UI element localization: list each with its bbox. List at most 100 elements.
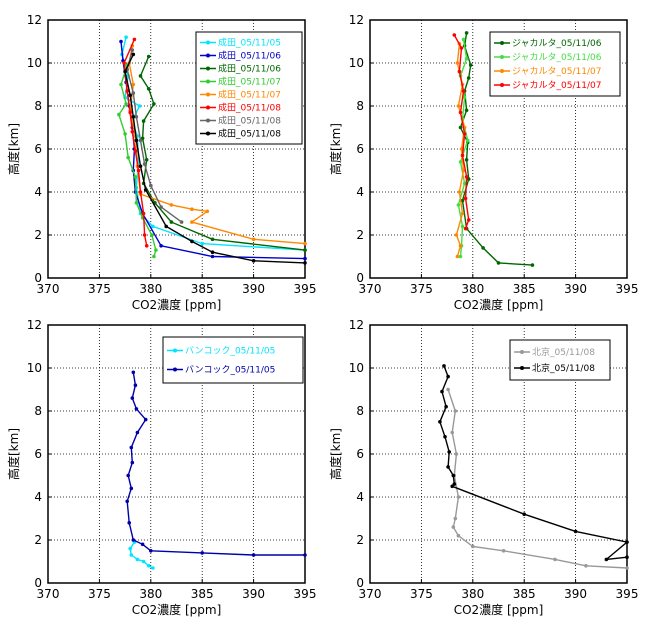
data-point (464, 56, 469, 61)
data-point (453, 516, 458, 521)
data-point (481, 246, 485, 250)
data-point (126, 473, 130, 478)
legend-marker (520, 350, 524, 354)
data-point (522, 512, 526, 516)
data-point (458, 160, 463, 164)
y-tick-label: 6 (34, 142, 42, 156)
data-point (135, 430, 140, 435)
data-point (134, 115, 139, 119)
legend-marker (206, 131, 210, 136)
data-point (137, 104, 142, 108)
data-point (501, 549, 506, 553)
x-tick-label: 395 (616, 282, 639, 296)
legend-marker (206, 92, 210, 97)
x-tick-label: 390 (564, 587, 587, 601)
series-line (124, 54, 306, 264)
data-point (149, 183, 153, 188)
series-line (126, 372, 305, 556)
legend-entry: 成田_05/11/07 (218, 76, 281, 88)
y-tick-label: 0 (356, 271, 364, 285)
data-point (471, 544, 475, 549)
legend-entry: バンコック_05/11/05 (185, 365, 275, 376)
data-point (573, 529, 578, 534)
data-point (140, 542, 145, 547)
data-point (460, 224, 465, 229)
legend-entry: ジャカルタ_05/11/06 (512, 38, 602, 49)
data-point (133, 149, 138, 153)
y-tick-label: 8 (356, 404, 364, 418)
data-point (190, 207, 194, 211)
data-point (447, 450, 452, 454)
y-tick-label: 4 (34, 185, 42, 199)
data-point (456, 203, 461, 207)
data-point (131, 52, 136, 57)
legend-entry: ジャカルタ_05/11/07 (512, 80, 601, 91)
data-point (464, 31, 469, 35)
data-point (553, 557, 557, 562)
data-point (461, 37, 466, 42)
data-point (457, 190, 462, 194)
legend-entry: 成田_05/11/08 (218, 115, 281, 127)
x-tick-label: 370 (37, 587, 60, 601)
legend-box (509, 339, 611, 381)
x-tick-label: 395 (294, 282, 317, 296)
data-point (141, 559, 146, 564)
chart-panel-4: 370 375 380 385 390 395 0 2 4 6 8 10 12 CO2濃度 [ppm] 高度… (328, 318, 638, 617)
legend-entry: 北京_05/11/08 (532, 346, 595, 358)
data-point (130, 460, 135, 465)
data-point (442, 364, 446, 368)
x-tick-label: 370 (359, 587, 382, 601)
data-point (117, 112, 121, 117)
x-axis-label: CO2濃度 [ppm] (132, 297, 222, 312)
y-tick-label: 2 (356, 533, 364, 547)
data-point (143, 188, 148, 192)
data-point (454, 452, 459, 456)
data-point (129, 445, 134, 450)
y-tick-label: 2 (34, 533, 42, 547)
data-point (625, 566, 629, 570)
legend-marker (500, 69, 504, 73)
data-point (443, 435, 447, 439)
data-point (460, 153, 465, 158)
data-point (460, 198, 465, 203)
x-tick-label: 370 (37, 282, 60, 296)
x-tick-label: 395 (616, 587, 639, 601)
y-tick-label: 6 (356, 142, 364, 156)
x-axis-label: CO2濃度 [ppm] (132, 602, 222, 617)
x-axis-label: CO2濃度 [ppm] (454, 297, 544, 312)
legend-entry: 成田_05/11/06 (218, 63, 281, 75)
data-point (134, 407, 139, 411)
data-point (465, 138, 470, 143)
data-point (190, 220, 194, 224)
x-tick-label: 390 (242, 587, 265, 601)
legend-entry: ジャカルタ_05/11/07 (512, 66, 601, 77)
data-point (131, 538, 136, 542)
data-point (151, 566, 155, 570)
series-line (129, 541, 154, 569)
data-point (164, 224, 168, 229)
legend-marker (500, 41, 504, 45)
data-point (149, 549, 153, 553)
data-point (462, 95, 467, 100)
data-point (130, 48, 135, 52)
data-point (251, 553, 256, 557)
data-point (138, 138, 143, 143)
data-point (210, 254, 215, 259)
y-tick-label: 10 (27, 361, 42, 375)
y-tick-label: 10 (349, 56, 364, 70)
data-point (468, 63, 473, 67)
y-axis-label: 高度[km] (6, 428, 21, 480)
data-point (462, 132, 467, 136)
legend-entry: ジャカルタ_05/11/06 (512, 52, 602, 63)
data-point (179, 220, 184, 224)
y-tick-label: 0 (34, 576, 42, 590)
data-point (154, 248, 158, 252)
y-tick-label: 4 (34, 490, 42, 504)
data-point (152, 254, 156, 259)
data-point (496, 261, 501, 265)
data-point (625, 540, 629, 544)
legend-marker (206, 118, 210, 123)
y-tick-label: 8 (34, 99, 42, 113)
data-point (466, 76, 471, 80)
y-tick-label: 0 (356, 576, 364, 590)
